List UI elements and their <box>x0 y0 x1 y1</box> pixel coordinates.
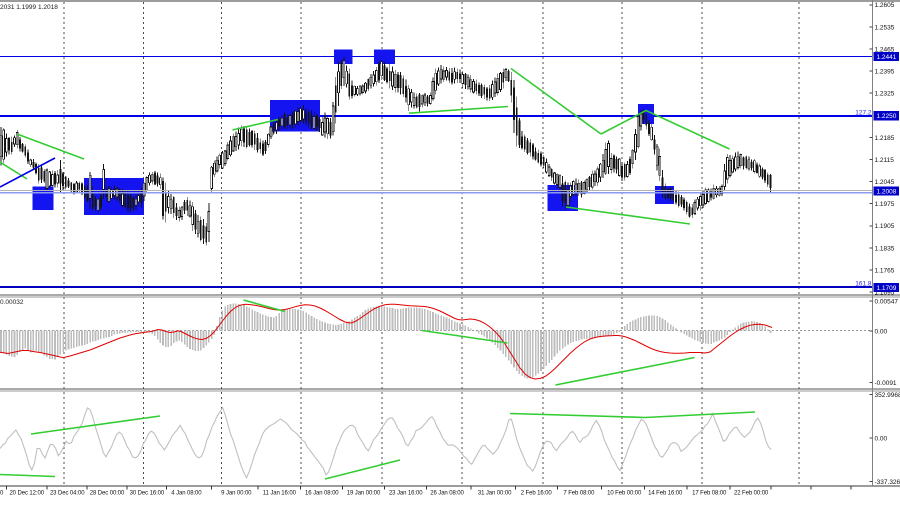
svg-text:-337.326: -337.326 <box>875 479 900 486</box>
svg-text:2031 1.1999 1.2018: 2031 1.1999 1.2018 <box>0 4 58 11</box>
svg-text:1.2250: 1.2250 <box>877 113 897 120</box>
svg-text:-0.0091: -0.0091 <box>875 380 897 387</box>
svg-text:127.2: 127.2 <box>855 110 872 117</box>
svg-text:1.2441: 1.2441 <box>877 54 897 61</box>
svg-text:2 Feb 16:00: 2 Feb 16:00 <box>521 491 553 497</box>
svg-text:1.2325: 1.2325 <box>875 91 895 98</box>
svg-text:1.2045: 1.2045 <box>875 179 895 186</box>
svg-text:10 Feb 00:00: 10 Feb 00:00 <box>607 491 642 497</box>
svg-text:1.1765: 1.1765 <box>875 267 895 274</box>
svg-text:11 Jan 16:00: 11 Jan 16:00 <box>263 491 297 497</box>
svg-text:1.1975: 1.1975 <box>875 201 895 208</box>
svg-text:0.00547: 0.00547 <box>875 298 899 305</box>
svg-text:19 Jan 00:00: 19 Jan 00:00 <box>347 491 381 497</box>
svg-text:1.1835: 1.1835 <box>875 245 895 252</box>
svg-text:14 Feb 16:00: 14 Feb 16:00 <box>648 491 683 497</box>
svg-text:0.00: 0.00 <box>875 435 888 442</box>
svg-text:17 Feb 08:00: 17 Feb 08:00 <box>692 491 727 497</box>
svg-text:352.9968: 352.9968 <box>875 392 900 399</box>
svg-text:22 Feb 00:00: 22 Feb 00:00 <box>734 491 769 497</box>
svg-text:161.8: 161.8 <box>855 281 872 288</box>
svg-text:1.2115: 1.2115 <box>875 157 895 164</box>
svg-text:1.2535: 1.2535 <box>875 24 895 31</box>
svg-text:20 Dec 12:00: 20 Dec 12:00 <box>9 491 44 497</box>
svg-text:0.00: 0.00 <box>875 328 888 335</box>
svg-text:1.1905: 1.1905 <box>875 223 895 230</box>
svg-text:1.2185: 1.2185 <box>875 135 895 142</box>
svg-text:16 Jan 08:00: 16 Jan 08:00 <box>305 491 339 497</box>
svg-text:1.2395: 1.2395 <box>875 69 895 76</box>
svg-text:9 Jan 00:00: 9 Jan 00:00 <box>221 491 252 497</box>
svg-text:26 Jan 08:00: 26 Jan 08:00 <box>430 491 464 497</box>
svg-text:23 Jan 16:00: 23 Jan 16:00 <box>389 491 423 497</box>
svg-text:1.2605: 1.2605 <box>875 2 895 9</box>
svg-text:31 Jan 00:00: 31 Jan 00:00 <box>478 491 512 497</box>
svg-text:7 Feb 08:00: 7 Feb 08:00 <box>563 491 595 497</box>
svg-text:1.2008: 1.2008 <box>877 189 897 196</box>
svg-text:30 Dec 16:00: 30 Dec 16:00 <box>130 491 165 497</box>
svg-text:28 Dec 00:00: 28 Dec 00:00 <box>90 491 125 497</box>
svg-text:23 Dec 04:00: 23 Dec 04:00 <box>50 491 85 497</box>
svg-text:0.00032: 0.00032 <box>0 299 24 306</box>
svg-text:4 Jan 08:00: 4 Jan 08:00 <box>171 491 202 497</box>
svg-text:1.1709: 1.1709 <box>877 285 897 292</box>
